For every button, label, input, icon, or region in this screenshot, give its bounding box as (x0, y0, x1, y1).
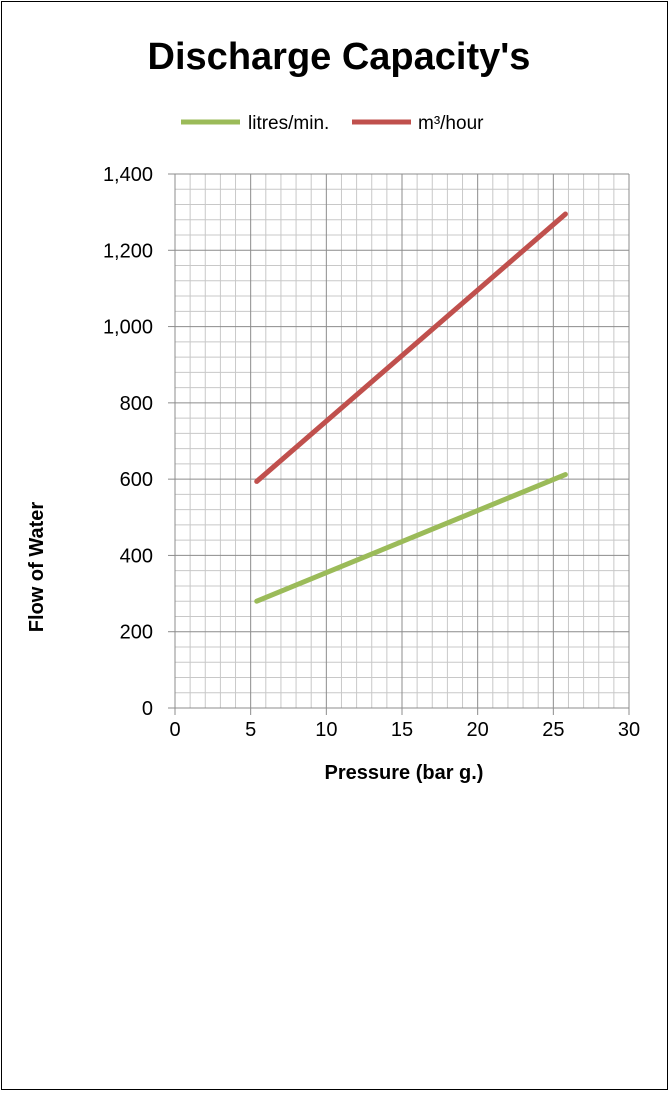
chart-title: Discharge Capacity's (148, 36, 531, 78)
y-tick-label: 1,200 (103, 240, 153, 262)
series-line-2 (254, 211, 568, 484)
x-tick-label: 25 (542, 719, 564, 741)
x-tick-label: 20 (467, 719, 489, 741)
y-tick-label: 1,400 (103, 164, 153, 186)
x-tick-label: 5 (245, 719, 256, 741)
x-tick-label: 15 (391, 719, 413, 741)
legend-label-1: litres/min. (248, 113, 329, 134)
y-tick-label: 0 (142, 698, 153, 720)
x-tick-label: 0 (169, 719, 180, 741)
y-tick-label: 800 (120, 393, 153, 415)
y-tick-label: 1,000 (103, 317, 153, 339)
x-tick-label: 30 (618, 719, 640, 741)
y-tick-label: 400 (120, 545, 153, 567)
legend-label-2: m³/hour (418, 113, 484, 134)
series-lines (254, 211, 568, 604)
x-axis-title: Pressure (bar g.) (325, 762, 484, 784)
y-tick-label: 600 (120, 469, 153, 491)
y-tick-label: 200 (120, 622, 153, 644)
x-tick-label: 10 (315, 719, 337, 741)
major-gridlines (175, 173, 630, 708)
series-line-1 (254, 472, 568, 604)
y-axis-title: Flow of Water (26, 502, 48, 633)
legend: litres/min. m³/hour (181, 113, 484, 134)
axes (168, 173, 630, 715)
tick-labels: 0 5 10 15 20 25 30 0 200 400 600 800 1,000 1,200 1,400 (103, 164, 640, 741)
